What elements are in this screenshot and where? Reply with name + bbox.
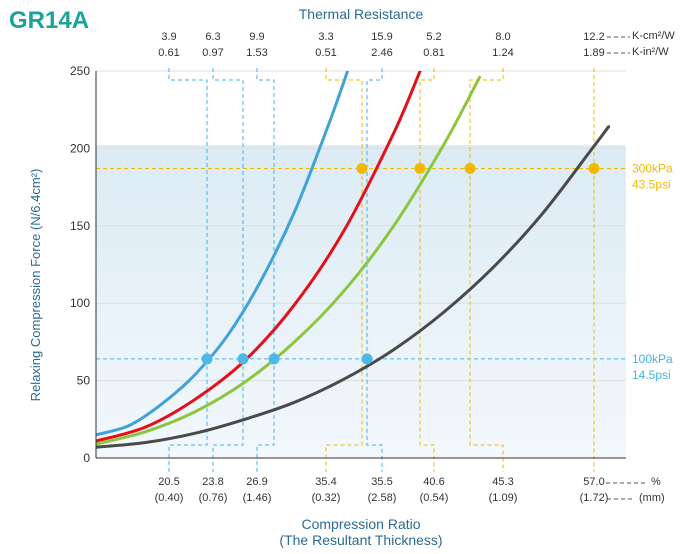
pressure-label-psi-1: 43.5psi (632, 178, 671, 192)
ratio-mm-label-4: (0.32) (312, 492, 341, 504)
thermal-in-label-3: 1.53 (246, 47, 267, 59)
top-thermal-labels: 3.9 0.61 6.3 0.97 9.9 1.53 3.3 0.51 15.9 2.46 5.2 0… (158, 31, 604, 59)
thermal-cm-label-7: 8.0 (495, 31, 510, 43)
top-unit-in: K-in²/W (632, 46, 669, 58)
data-point-marker-1 (201, 353, 213, 365)
thermal-cm-label-4: 3.3 (318, 31, 333, 43)
y-tick-label-250: 250 (70, 64, 90, 78)
ratio-pct-label-8: 57.0 (583, 476, 604, 488)
ratio-mm-label-3: (1.46) (243, 492, 272, 504)
y-tick-label-0: 0 (83, 451, 90, 465)
ratio-pct-label-2: 23.8 (202, 476, 223, 488)
data-point-marker-8 (588, 163, 600, 175)
data-point-marker-2 (237, 353, 249, 365)
bottom-connector-1 (168, 358, 208, 472)
thermal-in-label-2: 0.97 (202, 47, 223, 59)
y-axis-title: Relaxing Compression Force (N/6.4cm²) (28, 169, 43, 402)
bottom-unit-mm: (mm) (639, 492, 665, 504)
data-point-marker-7 (464, 163, 476, 175)
ratio-mm-label-1: (0.40) (155, 492, 184, 504)
ratio-pct-label-4: 35.4 (315, 476, 336, 488)
top-unit-cm: K-cm²/W (632, 30, 675, 42)
y-tick-labels: 0 50 100 150 200 250 (70, 64, 90, 465)
top-connector-7 (469, 68, 504, 169)
ratio-pct-label-5: 35.5 (371, 476, 392, 488)
data-point-marker-6 (414, 163, 426, 175)
series-line-3 (96, 75, 482, 446)
pressure-labels: 300kPa 43.5psi 100kPa 14.5psi (632, 162, 673, 382)
series-line-4 (96, 125, 611, 449)
ratio-pct-label-7: 45.3 (492, 476, 513, 488)
y-tick-label-200: 200 (70, 141, 90, 155)
ratio-mm-label-6: (0.54) (420, 492, 449, 504)
thermal-in-label-8: 1.89 (583, 47, 604, 59)
data-point-marker-4 (356, 163, 368, 175)
pressure-label-kpa-1: 300kPa (632, 162, 673, 176)
thermal-in-label-6: 0.81 (423, 47, 444, 59)
thermal-in-label-5: 2.46 (371, 47, 392, 59)
thermal-cm-label-8: 12.2 (583, 31, 604, 43)
chart-title: GR14A (9, 7, 89, 34)
thermal-in-label-4: 0.51 (315, 47, 336, 59)
markers (201, 163, 600, 365)
ratio-mm-label-8: (1.72) (580, 492, 609, 504)
pressure-label-psi-2: 14.5psi (632, 368, 671, 382)
data-point-marker-5 (361, 353, 373, 365)
grid (96, 70, 626, 382)
x-axis-subtitle: (The Resultant Thickness) (279, 532, 442, 548)
y-tick-label-100: 100 (70, 296, 90, 310)
y-tick-label-50: 50 (77, 374, 91, 388)
curves (96, 71, 611, 449)
thermal-cm-label-3: 9.9 (249, 31, 264, 43)
top-connector-1 (168, 68, 208, 359)
thermal-cm-label-1: 3.9 (161, 31, 176, 43)
thermal-in-label-1: 0.61 (158, 47, 179, 59)
ratio-mm-label-7: (1.09) (489, 492, 518, 504)
bottom-unit-pct: % (651, 476, 661, 488)
ratio-mm-label-2: (0.76) (199, 492, 228, 504)
top-connector-6 (419, 68, 435, 169)
top-connector-3 (256, 68, 275, 359)
ratio-pct-label-3: 26.9 (246, 476, 267, 488)
thermal-cm-label-5: 15.9 (371, 31, 392, 43)
x-axis-title: Compression Ratio (301, 516, 420, 532)
ratio-mm-label-5: (2.58) (368, 492, 397, 504)
thermal-cm-label-6: 5.2 (426, 31, 441, 43)
y-tick-label-150: 150 (70, 219, 90, 233)
ratio-pct-label-6: 40.6 (423, 476, 444, 488)
ratio-pct-label-1: 20.5 (158, 476, 179, 488)
series-line-2 (96, 71, 422, 443)
top-axis-title: Thermal Resistance (299, 6, 424, 22)
thermal-cm-label-2: 6.3 (205, 31, 220, 43)
data-point-marker-3 (268, 353, 280, 365)
series-line-1 (96, 71, 350, 437)
bottom-ratio-labels: 20.5 (0.40) 23.8 (0.76) 26.9 (1.46) 35.4 (0.32)… (155, 476, 609, 504)
thermal-in-label-7: 1.24 (492, 47, 513, 59)
pressure-label-kpa-2: 100kPa (632, 352, 673, 366)
bottom-connector-3 (256, 358, 275, 472)
